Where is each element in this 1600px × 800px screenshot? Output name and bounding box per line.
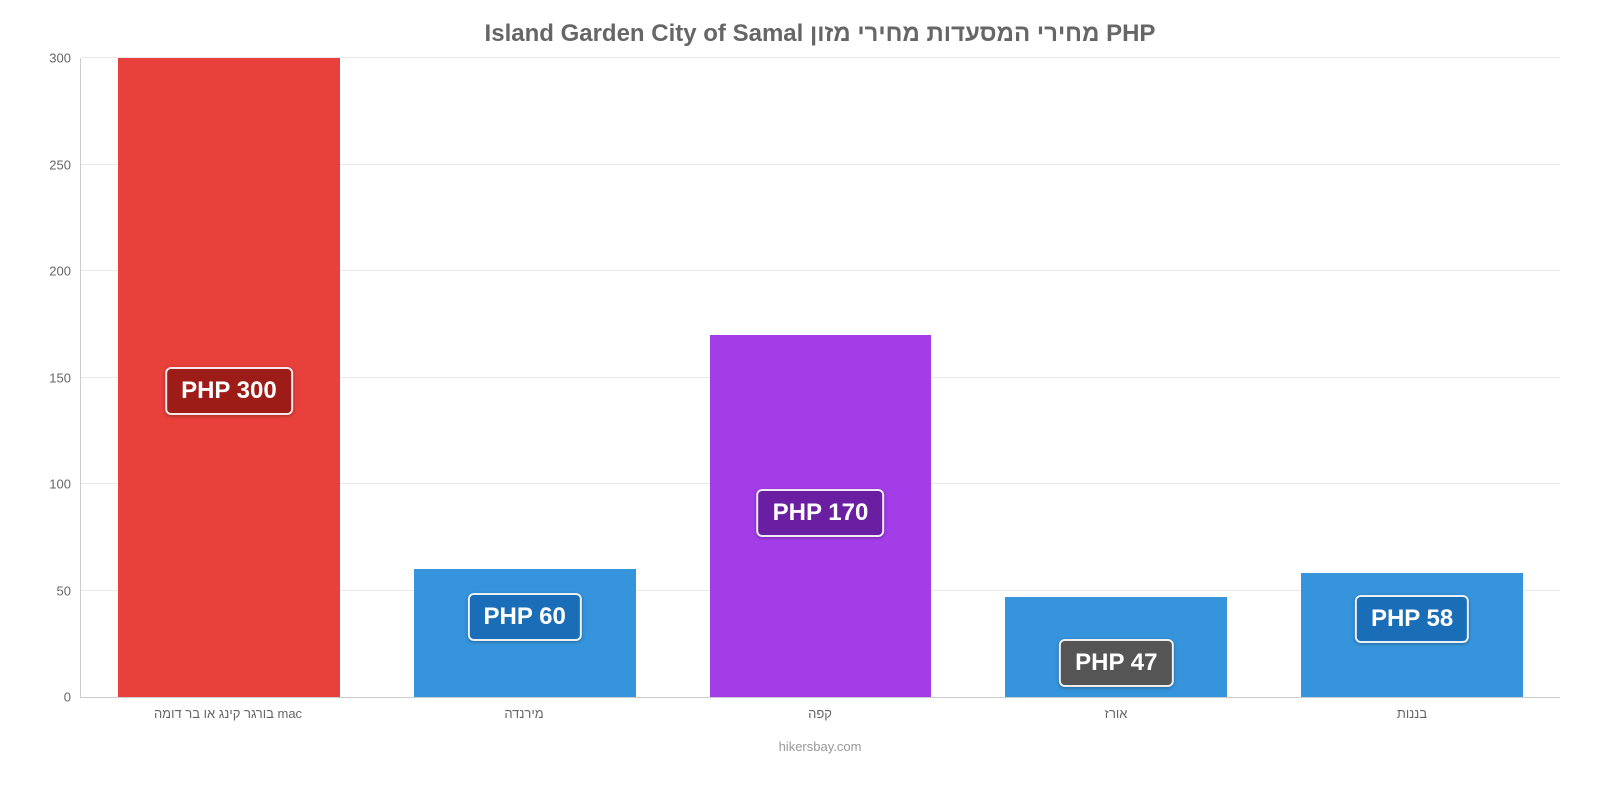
bar-slot: PHP 170 [673,58,969,697]
y-tick-label: 0 [31,690,71,705]
y-tick-label: 250 [31,157,71,172]
bar [710,335,932,697]
bar [414,569,636,697]
bar [1005,597,1227,697]
x-tick-label: אורז [968,706,1264,721]
bars-group: PHP 300PHP 60PHP 170PHP 47PHP 58 [81,58,1560,697]
x-tick-label: בננות [1264,706,1560,721]
plot-area: 050100150200250300 PHP 300PHP 60PHP 170P… [80,58,1560,698]
x-tick-label: בורגר קינג או בר דומה mac [80,706,376,721]
bar-slot: PHP 60 [377,58,673,697]
bar-slot: PHP 58 [1264,58,1560,697]
y-tick-label: 200 [31,264,71,279]
x-tick-label: מירנדה [376,706,672,721]
chart-footer: hikersbay.com [80,739,1560,754]
bar [1301,573,1523,697]
bar [118,58,340,697]
bar-slot: PHP 47 [968,58,1264,697]
x-axis-labels: בורגר קינג או בר דומה macמירנדהקפהאורזבנ… [80,706,1560,721]
y-tick-label: 150 [31,370,71,385]
bar-slot: PHP 300 [81,58,377,697]
chart-container: Island Garden City of Samal מחירי המסעדו… [0,0,1600,800]
y-tick-label: 100 [31,477,71,492]
y-tick-label: 300 [31,51,71,66]
y-tick-label: 50 [31,583,71,598]
x-tick-label: קפה [672,706,968,721]
chart-title: Island Garden City of Samal מחירי המסעדו… [80,20,1560,48]
